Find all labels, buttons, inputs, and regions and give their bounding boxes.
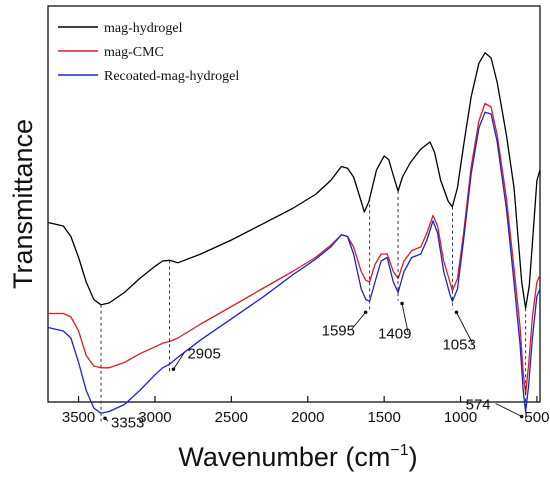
x-tick-label-3000: 3000 [138, 409, 171, 426]
peak-label-1053: 1053 [442, 336, 475, 353]
peak-label-1409: 1409 [378, 326, 411, 343]
legend-label-recoated-mag-hydrogel: Recoated-mag-hydrogel [104, 69, 239, 84]
x-axis-title: Wavenumber (cm−1) [178, 442, 417, 472]
legend-label-mag-cmc: mag-CMC [104, 45, 164, 60]
series-line-mag-cmc [48, 102, 541, 395]
plot-frame [47, 5, 541, 403]
legend-label-mag-hydrogel: mag-hydrogel [104, 21, 183, 36]
peak-arrowhead-3353 [103, 416, 107, 421]
peak-arrow-1409 [401, 303, 409, 333]
legend: mag-hydrogel mag-CMC Recoated-mag-hydrog… [58, 21, 239, 84]
y-axis-title: Transmittance [8, 119, 38, 289]
peak-arrow-1595 [351, 311, 366, 330]
peak-label-3353: 3353 [111, 414, 144, 431]
peak-label-574: 574 [466, 397, 491, 414]
x-axis-title-sup: −1 [390, 442, 408, 459]
series-line-mag-hydrogel [47, 52, 541, 309]
x-tick-label-1500: 1500 [367, 409, 400, 426]
peak-arrowhead-1053 [454, 310, 459, 315]
peak-label-1595: 1595 [322, 322, 355, 339]
x-tick-label-1000: 1000 [444, 409, 477, 426]
x-tick-label-3500: 3500 [62, 409, 95, 426]
x-tick-label-2500: 2500 [215, 409, 248, 426]
peak-arrow-574 [495, 403, 522, 417]
peak-arrow-2905 [173, 352, 185, 370]
x-tick-label-2000: 2000 [291, 409, 324, 426]
x-axis-title-unit: (cm [345, 442, 390, 472]
series-layer [47, 52, 541, 414]
x-tick-label-500: 500 [524, 409, 549, 426]
x-axis-title-main: Wavenumber [178, 442, 338, 472]
peak-arrowhead-574 [519, 414, 524, 419]
series-line-recoated-mag-hydrogel [47, 111, 541, 414]
x-ticks: 3500 3000 2500 2000 1500 1000 500 [62, 396, 549, 426]
peak-arrowhead-1409 [400, 301, 404, 306]
annotation-layer: 3353 2905 1595 1409 1053 574 [100, 191, 527, 431]
peak-arrow-1053 [456, 312, 473, 344]
peak-arrowhead-2905 [171, 367, 176, 372]
x-axis-title-close: ) [409, 442, 418, 472]
peak-arrowhead-1595 [363, 310, 368, 315]
peak-label-2905: 2905 [187, 345, 220, 362]
